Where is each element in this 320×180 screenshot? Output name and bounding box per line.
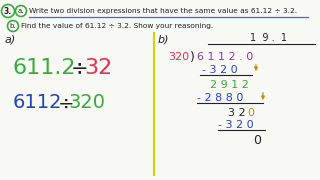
Text: b.: b. bbox=[10, 23, 16, 29]
Text: 2 9 1 2: 2 9 1 2 bbox=[210, 80, 249, 90]
Text: ÷: ÷ bbox=[58, 94, 75, 114]
Text: 0: 0 bbox=[253, 134, 261, 147]
Text: ): ) bbox=[190, 51, 195, 64]
Text: ÷: ÷ bbox=[71, 58, 89, 78]
Text: - 3 2 0: - 3 2 0 bbox=[202, 65, 238, 75]
Text: - 2 8 8 0: - 2 8 8 0 bbox=[197, 93, 244, 103]
Text: 611.2: 611.2 bbox=[13, 58, 76, 78]
Text: b): b) bbox=[158, 34, 170, 44]
Text: 32: 32 bbox=[84, 58, 112, 78]
Text: a.: a. bbox=[18, 8, 24, 14]
Text: Write two division expressions that have the same value as 61.12 ÷ 3.2.: Write two division expressions that have… bbox=[29, 8, 297, 14]
Text: 3 2: 3 2 bbox=[228, 108, 246, 118]
Text: 320: 320 bbox=[168, 52, 189, 62]
Text: 6112: 6112 bbox=[13, 93, 62, 112]
Text: Find the value of 61.12 ÷ 3.2. Show your reasoning.: Find the value of 61.12 ÷ 3.2. Show your… bbox=[21, 23, 213, 29]
Text: 6 1 1 2 . 0: 6 1 1 2 . 0 bbox=[197, 52, 253, 62]
Text: - 3 2 0: - 3 2 0 bbox=[218, 120, 254, 130]
Text: a): a) bbox=[5, 34, 16, 44]
Text: 320: 320 bbox=[69, 93, 106, 112]
Text: 0: 0 bbox=[247, 108, 254, 118]
Text: 1  9 .  1: 1 9 . 1 bbox=[250, 33, 287, 43]
Text: 3.: 3. bbox=[4, 6, 12, 15]
